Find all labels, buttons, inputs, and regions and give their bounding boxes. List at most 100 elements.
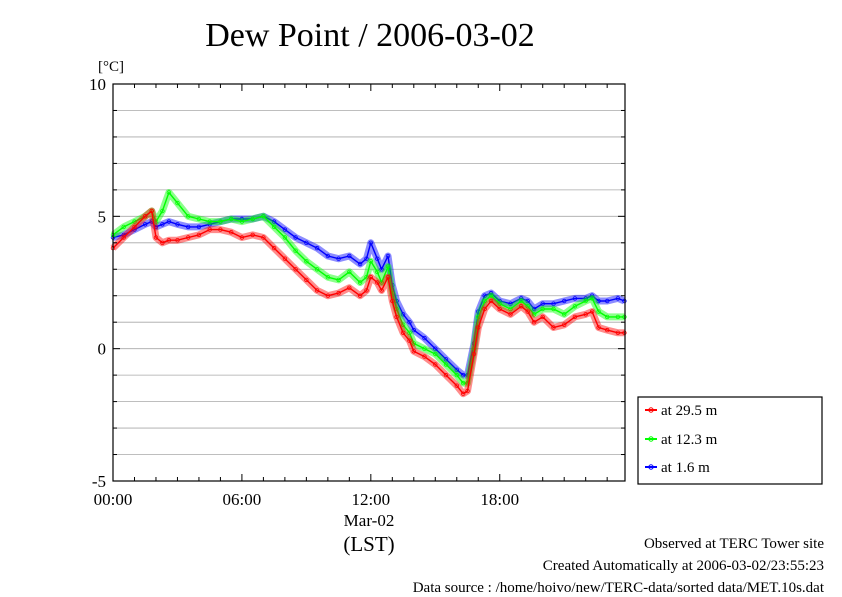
y-axis: 10 5 0 -5 xyxy=(89,75,625,491)
chart-title: Dew Point / 2006-03-02 xyxy=(205,17,535,54)
grid-lines xyxy=(113,110,625,455)
data-point-at-1-6-m xyxy=(160,222,165,227)
data-point-at-12-3-m xyxy=(160,208,165,214)
data-point-at-12-3-m xyxy=(589,296,595,301)
data-point-at-29-5-m xyxy=(325,293,331,298)
data-point-at-1-6-m xyxy=(293,235,298,240)
data-point-at-29-5-m xyxy=(519,304,524,309)
data-point-at-12-3-m xyxy=(196,216,202,222)
data-point-at-29-5-m xyxy=(615,330,621,335)
data-point-at-1-6-m xyxy=(583,296,588,301)
legend-marker-12-3m xyxy=(648,436,654,442)
data-point-at-29-5-m xyxy=(218,227,223,232)
data-point-at-29-5-m xyxy=(304,277,309,283)
data-point-at-1-6-m xyxy=(385,253,391,259)
data-point-at-1-6-m xyxy=(325,253,331,259)
data-point-at-29-5-m xyxy=(525,309,530,314)
data-point-at-29-5-m xyxy=(166,237,172,243)
data-point-at-12-3-m xyxy=(364,275,369,280)
data-point-at-1-6-m xyxy=(596,298,601,304)
data-point-at-29-5-m xyxy=(390,298,395,304)
data-point-at-1-6-m xyxy=(282,227,288,232)
data-point-at-12-3-m xyxy=(336,277,341,283)
data-point-at-29-5-m xyxy=(488,298,494,304)
data-point-at-12-3-m xyxy=(132,219,137,224)
data-point-at-29-5-m xyxy=(153,235,159,240)
x-tick-label: 12:00 xyxy=(351,490,390,509)
data-point-at-1-6-m xyxy=(433,346,438,351)
x-date-label: Mar-02 xyxy=(344,511,395,530)
data-point-at-1-6-m xyxy=(314,245,320,251)
data-point-at-12-3-m xyxy=(314,267,320,272)
data-point-at-12-3-m xyxy=(325,275,331,280)
data-point-at-1-6-m xyxy=(364,256,369,261)
data-point-at-12-3-m xyxy=(228,216,234,222)
data-point-at-1-6-m xyxy=(400,312,406,317)
data-point-at-12-3-m xyxy=(375,269,380,275)
data-point-at-12-3-m xyxy=(531,312,537,317)
data-point-at-29-5-m xyxy=(250,232,255,238)
data-point-at-12-3-m xyxy=(379,280,384,285)
data-point-at-12-3-m xyxy=(562,312,567,317)
data-point-at-1-6-m xyxy=(443,357,449,362)
data-point-at-29-5-m xyxy=(271,245,277,251)
data-point-at-12-3-m xyxy=(239,219,245,224)
data-point-at-1-6-m xyxy=(207,222,212,227)
data-point-at-29-5-m xyxy=(572,314,578,320)
data-point-at-12-3-m xyxy=(519,298,524,304)
data-point-at-29-5-m xyxy=(605,327,610,333)
data-point-at-12-3-m xyxy=(525,304,530,309)
data-point-at-1-6-m xyxy=(531,306,537,312)
data-point-at-12-3-m xyxy=(454,372,459,378)
data-point-at-29-5-m xyxy=(476,325,481,330)
data-point-at-1-6-m xyxy=(166,219,172,224)
y-tick-label: -5 xyxy=(92,472,106,491)
data-point-at-1-6-m xyxy=(271,219,277,224)
legend-label-12-3m: at 12.3 m xyxy=(661,432,718,448)
x-axis-label: (LST) xyxy=(343,532,394,556)
data-point-at-12-3-m xyxy=(551,306,556,312)
data-point-at-12-3-m xyxy=(508,306,513,312)
y-tick-label: 0 xyxy=(98,340,107,359)
x-axis: 00:00 06:00 12:00 18:00 xyxy=(94,84,608,509)
data-point-at-29-5-m xyxy=(364,288,369,293)
data-point-at-1-6-m xyxy=(589,293,595,298)
legend-marker-1-6m xyxy=(648,464,654,470)
data-point-at-29-5-m xyxy=(497,306,502,312)
legend-label-1-6m: at 1.6 m xyxy=(661,460,710,476)
data-point-at-29-5-m xyxy=(385,275,391,280)
data-point-at-1-6-m xyxy=(185,224,191,230)
x-tick-label: 18:00 xyxy=(480,490,519,509)
data-point-at-1-6-m xyxy=(572,296,578,301)
data-point-at-29-5-m xyxy=(562,322,567,327)
data-point-at-29-5-m xyxy=(589,309,595,314)
data-point-at-12-3-m xyxy=(461,380,466,386)
data-point-at-29-5-m xyxy=(282,256,288,261)
data-point-at-1-6-m xyxy=(482,293,487,298)
legend-marker-29-5m xyxy=(648,407,654,413)
data-point-at-29-5-m xyxy=(375,280,380,285)
data-point-at-29-5-m xyxy=(531,320,537,325)
data-point-at-29-5-m xyxy=(411,349,416,354)
data-point-at-29-5-m xyxy=(394,314,399,320)
data-point-at-1-6-m xyxy=(540,301,545,306)
series-at-12-3-m xyxy=(110,189,627,387)
data-point-at-29-5-m xyxy=(185,235,191,240)
plot-frame xyxy=(112,83,626,482)
data-point-at-29-5-m xyxy=(443,372,449,378)
x-tick-label: 00:00 xyxy=(94,490,133,509)
data-point-at-12-3-m xyxy=(207,219,212,224)
data-point-at-29-5-m xyxy=(293,267,298,272)
data-point-at-29-5-m xyxy=(347,285,352,290)
data-point-at-12-3-m xyxy=(121,224,126,230)
data-point-at-12-3-m xyxy=(596,309,601,314)
data-point-at-12-3-m xyxy=(218,219,223,224)
data-point-at-12-3-m xyxy=(282,235,288,240)
data-point-at-29-5-m xyxy=(400,330,406,335)
data-point-at-29-5-m xyxy=(196,232,202,238)
data-point-at-12-3-m xyxy=(166,190,172,195)
footer-created: Created Automatically at 2006-03-02/23:5… xyxy=(542,558,824,574)
data-point-at-29-5-m xyxy=(368,275,373,280)
series-line-at-1-6-m xyxy=(112,215,625,376)
data-point-at-1-6-m xyxy=(519,296,524,301)
